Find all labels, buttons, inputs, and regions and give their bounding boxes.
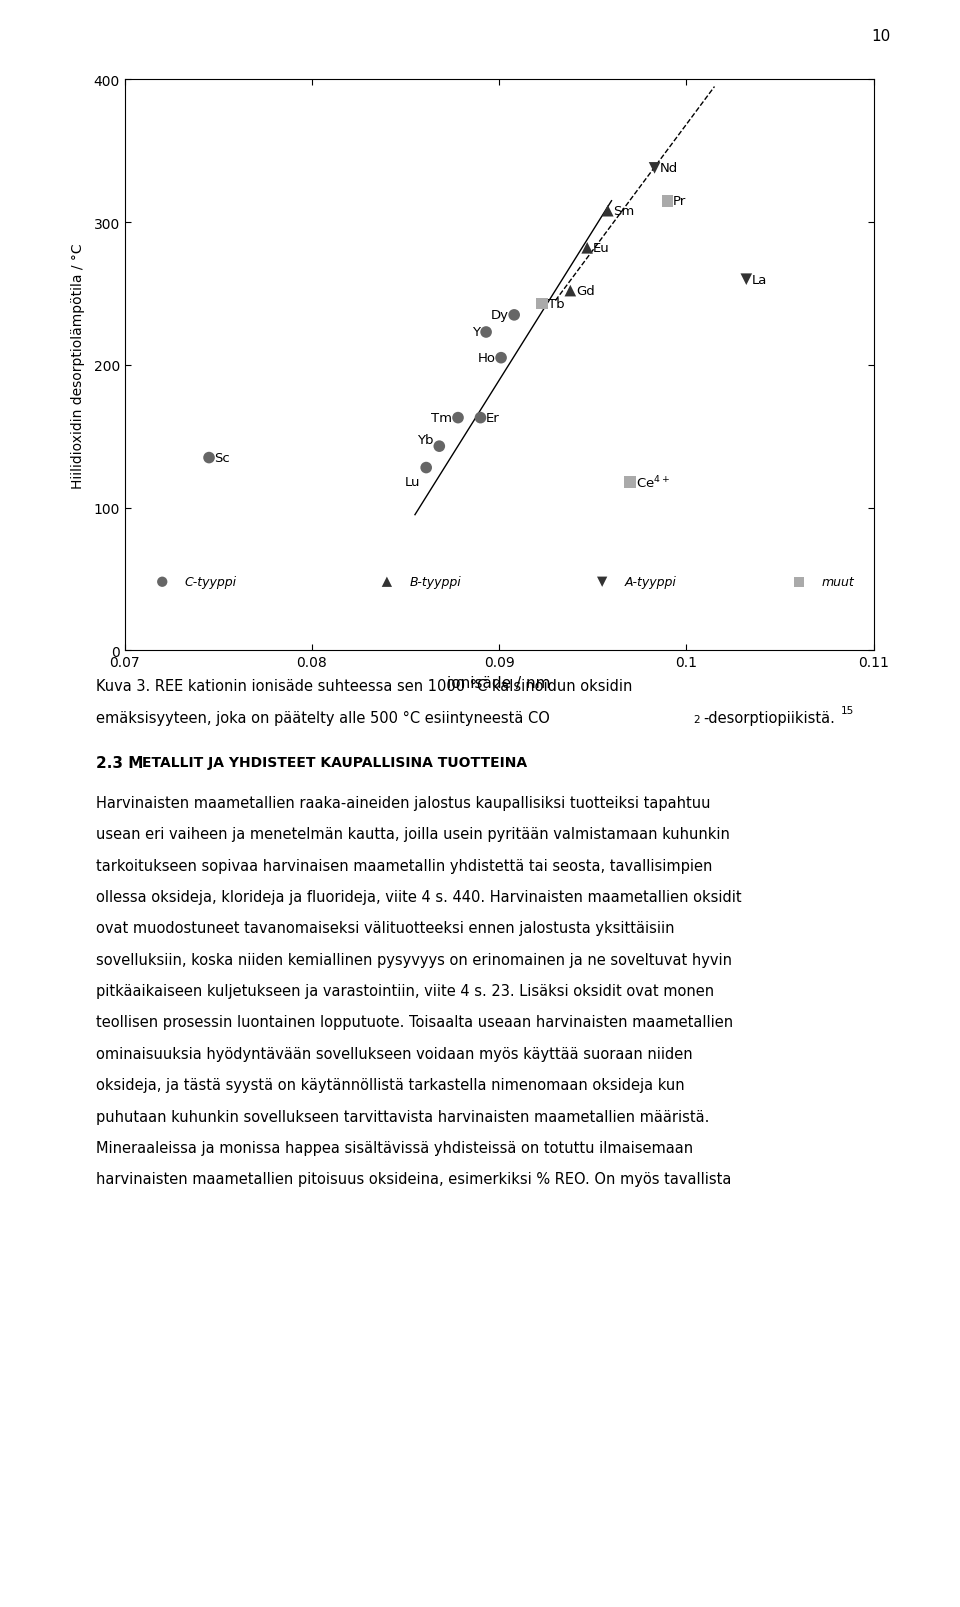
Text: Sm: Sm — [613, 206, 635, 219]
Text: Gd: Gd — [576, 284, 594, 297]
Text: -desorptiopiikistä.: -desorptiopiikistä. — [704, 710, 835, 725]
Text: muut: muut — [821, 575, 854, 588]
Text: sovelluksiin, koska niiden kemiallinen pysyvyys on erinomainen ja ne soveltuvat : sovelluksiin, koska niiden kemiallinen p… — [96, 951, 732, 967]
Point — [379, 569, 395, 595]
Text: Eu: Eu — [592, 243, 610, 256]
Text: tarkoitukseen sopivaa harvinaisen maametallin yhdistettä tai seosta, tavallisimp: tarkoitukseen sopivaa harvinaisen maamet… — [96, 858, 712, 873]
Point — [563, 278, 578, 304]
Text: Harvinaisten maametallien raaka-aineiden jalostus kaupallisiksi tuotteiksi tapah: Harvinaisten maametallien raaka-aineiden… — [96, 795, 710, 810]
Text: pitkäaikaiseen kuljetukseen ja varastointiin, viite 4 s. 23. Lisäksi oksidit ova: pitkäaikaiseen kuljetukseen ja varastoin… — [96, 983, 714, 998]
Text: Mineraaleissa ja monissa happea sisältävissä yhdisteissä on totuttu ilmaisemaan: Mineraaleissa ja monissa happea sisältäv… — [96, 1141, 693, 1155]
Point — [647, 156, 662, 182]
Text: Pr: Pr — [673, 194, 686, 207]
Point — [419, 455, 434, 480]
X-axis label: ionisäde / nm: ionisäde / nm — [447, 675, 551, 691]
Text: Y: Y — [472, 326, 481, 339]
Text: Sc: Sc — [215, 452, 230, 464]
Text: Lu: Lu — [405, 476, 420, 489]
Text: 2: 2 — [693, 714, 700, 725]
Text: B-tyyppi: B-tyyppi — [409, 575, 461, 588]
Text: ollessa oksideja, klorideja ja fluorideja, viite 4 s. 440. Harvinaisten maametal: ollessa oksideja, klorideja ja fluoridej… — [96, 890, 742, 905]
Text: 15: 15 — [841, 705, 854, 715]
Text: Kuva 3. REE kationin ionisäde suhteessa sen 1000 °C kalsinoidun oksidin: Kuva 3. REE kationin ionisäde suhteessa … — [96, 678, 633, 693]
Point — [450, 405, 466, 431]
Text: A-tyyppi: A-tyyppi — [625, 575, 677, 588]
Point — [507, 302, 522, 328]
Point — [622, 469, 637, 495]
Text: Dy: Dy — [491, 309, 509, 321]
Text: ominaisuuksia hyödyntävään sovellukseen voidaan myös käyttää suoraan niiden: ominaisuuksia hyödyntävään sovellukseen … — [96, 1046, 692, 1061]
Point — [594, 569, 610, 595]
Text: teollisen prosessin luontainen lopputuote. Toisaalta useaan harvinaisten maameta: teollisen prosessin luontainen lopputuot… — [96, 1016, 733, 1030]
Point — [155, 569, 170, 595]
Text: Nd: Nd — [660, 162, 679, 175]
Text: La: La — [752, 273, 767, 286]
Point — [493, 346, 509, 371]
Text: Ce$^{4+}$: Ce$^{4+}$ — [636, 474, 670, 490]
Point — [660, 188, 675, 214]
Point — [202, 445, 217, 471]
Point — [535, 291, 550, 317]
Text: C-tyyppi: C-tyyppi — [184, 575, 237, 588]
Point — [472, 405, 488, 431]
Text: harvinaisten maametallien pitoisuus oksideina, esimerkiksi % REO. On myös tavall: harvinaisten maametallien pitoisuus oksi… — [96, 1172, 732, 1186]
Text: emäksisyyteen, joka on päätelty alle 500 °C esiintyneestä CO: emäksisyyteen, joka on päätelty alle 500… — [96, 710, 550, 725]
Text: usean eri vaiheen ja menetelmän kautta, joilla usein pyritään valmistamaan kuhun: usean eri vaiheen ja menetelmän kautta, … — [96, 826, 730, 842]
Text: 10: 10 — [872, 29, 891, 43]
Text: 2.3 M: 2.3 M — [96, 755, 143, 770]
Text: oksideja, ja tästä syystä on käytännöllistä tarkastella nimenomaan oksideja kun: oksideja, ja tästä syystä on käytännölli… — [96, 1077, 684, 1093]
Text: Ho: Ho — [477, 352, 495, 365]
Text: Yb: Yb — [418, 434, 434, 447]
Y-axis label: Hiilidioxidin desorptiolämpötila / °C: Hiilidioxidin desorptiolämpötila / °C — [71, 243, 85, 489]
Text: ETALLIT JA YHDISTEET KAUPALLISINA TUOTTEINA: ETALLIT JA YHDISTEET KAUPALLISINA TUOTTE… — [142, 755, 527, 770]
Point — [580, 236, 595, 262]
Point — [738, 267, 754, 292]
Text: Er: Er — [486, 411, 500, 424]
Text: Tb: Tb — [548, 297, 564, 310]
Point — [478, 320, 493, 346]
Point — [791, 569, 806, 595]
Text: Tm: Tm — [431, 411, 452, 424]
Text: puhutaan kuhunkin sovellukseen tarvittavista harvinaisten maametallien määristä.: puhutaan kuhunkin sovellukseen tarvittav… — [96, 1109, 709, 1123]
Point — [432, 434, 447, 460]
Point — [600, 199, 615, 225]
Text: ovat muodostuneet tavanomaiseksi välituotteeksi ennen jalostusta yksittäisiin: ovat muodostuneet tavanomaiseksi välituo… — [96, 921, 675, 935]
